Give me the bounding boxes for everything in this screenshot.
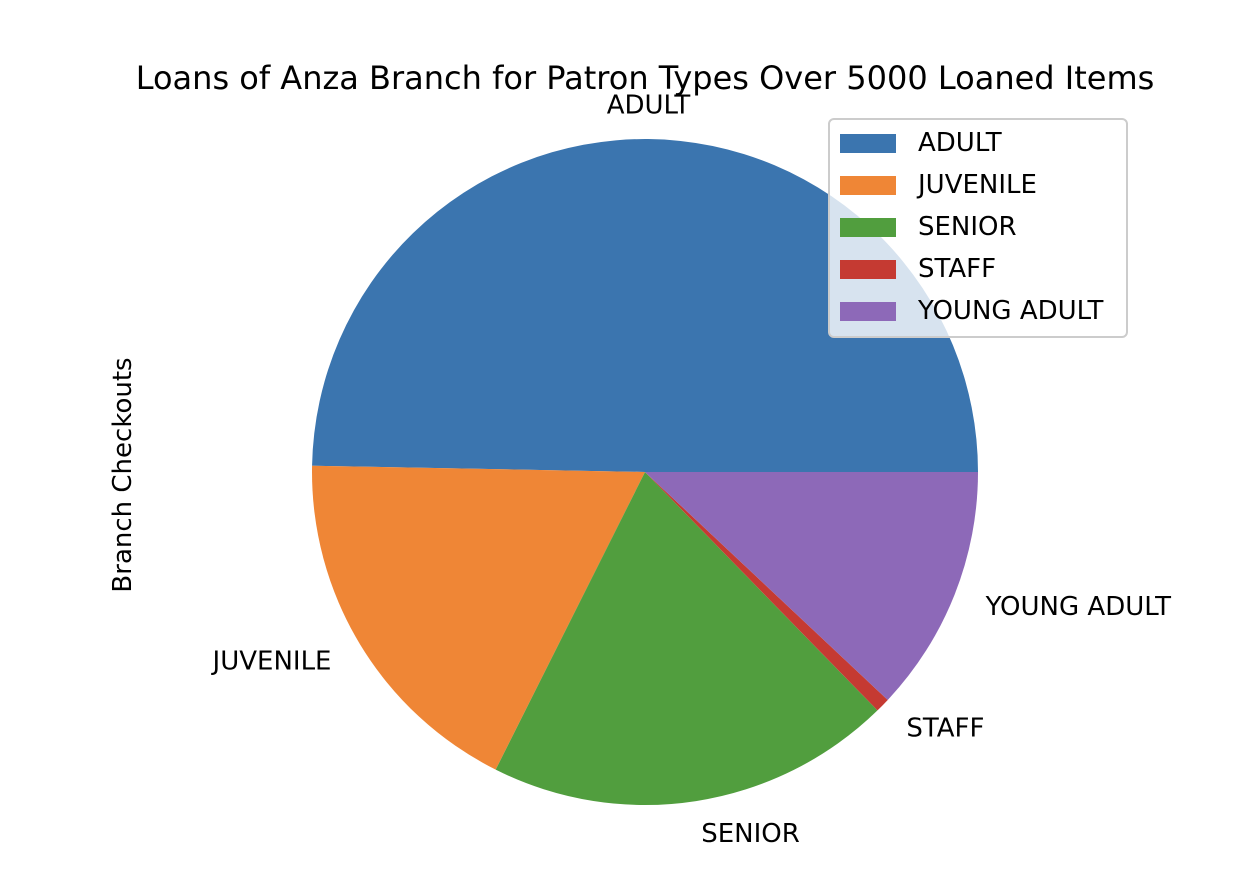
legend-label-young-adult: YOUNG ADULT [917,296,1104,326]
slice-label-adult: ADULT [607,91,691,121]
legend-swatch-adult [840,134,896,153]
legend-swatch-staff [840,260,896,279]
legend-label-juvenile: JUVENILE [916,170,1037,200]
pie-slice-staff [645,472,888,711]
pie-slice-senior [495,472,878,806]
legend-frame [828,118,1128,338]
chart-title: Loans of Anza Branch for Patron Types Ov… [136,59,1155,97]
legend-swatch-juvenile [840,176,896,195]
pie-slice-adult [312,139,978,473]
legend-label-senior: SENIOR [918,212,1017,242]
legend-label-staff: STAFF [918,254,996,284]
legend-swatch-senior [840,218,896,237]
legend-swatch-young-adult [840,302,896,321]
legend: ADULT JUVENILE SENIOR STAFF YOUNG ADULT [828,118,1128,338]
slice-labels: ADULT JUVENILE SENIOR STAFF YOUNG ADULT [211,91,1172,849]
slice-label-staff: STAFF [906,714,984,744]
pie-slices [312,139,978,806]
slice-label-young-adult: YOUNG ADULT [985,592,1172,622]
y-axis-label: Branch Checkouts [108,357,138,592]
slice-label-senior: SENIOR [701,819,800,849]
slice-label-juvenile: JUVENILE [211,646,332,676]
pie-slice-young-adult [645,472,978,700]
legend-label-adult: ADULT [918,128,1002,158]
pie-slice-juvenile [312,465,645,770]
